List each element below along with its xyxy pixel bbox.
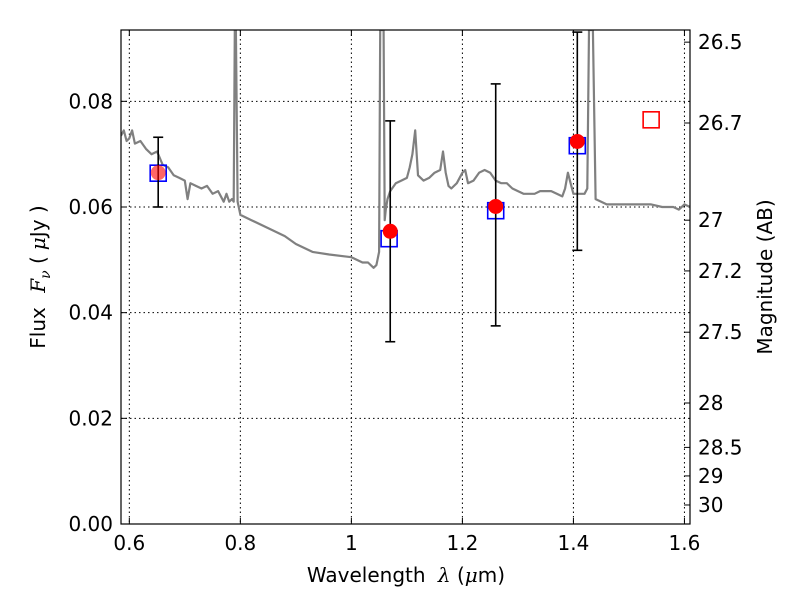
y-tick-label: 0.04 (68, 301, 113, 325)
mag-tick-label: 27.2 (698, 259, 743, 283)
x-tick-label: 1.2 (446, 531, 478, 555)
mag-tick-label: 29 (698, 464, 723, 488)
x-tick-label: 0.8 (224, 531, 256, 555)
data-point (569, 133, 585, 149)
y-tick-label: 0.08 (68, 89, 113, 113)
mag-tick-label: 27 (698, 208, 723, 232)
plot-frame (120, 29, 691, 525)
data-point (150, 165, 166, 181)
x-tick-label: 1.6 (669, 531, 701, 555)
mag-tick-label: 26.5 (698, 30, 743, 54)
model-spectrum-line (121, 30, 690, 269)
mag-tick-label: 27.5 (698, 320, 743, 344)
plot-area (121, 30, 690, 269)
y-axis-label: Flux Fν (μJy ) (26, 205, 54, 348)
y-tick-label: 0.02 (68, 406, 113, 430)
grid (121, 30, 690, 524)
data-point (488, 198, 504, 214)
error-bars (150, 31, 585, 343)
axis-ticks: 0.6 0.8 1 1.2 1.4 1.6 0.00 0.02 0.04 0.06 0.08 26.5… (68, 30, 743, 555)
mag-tick-label: 28.5 (698, 435, 743, 459)
mag-tick-label: 30 (698, 493, 723, 517)
y-tick-label: 0.06 (68, 195, 113, 219)
mag-tick-label: 28 (698, 391, 723, 415)
y-tick-label: 0.00 (68, 512, 113, 536)
open-square-point (642, 111, 660, 129)
mag-tick-label: 26.7 (698, 111, 743, 135)
data-point (382, 223, 398, 239)
y-axis-label-right: Magnitude (AB) (753, 199, 777, 354)
x-axis-label: Wavelength λ (μm) (307, 563, 505, 587)
x-tick-label: 1.4 (558, 531, 590, 555)
x-tick-label: 1 (345, 531, 358, 555)
x-tick-label: 0.6 (113, 531, 145, 555)
